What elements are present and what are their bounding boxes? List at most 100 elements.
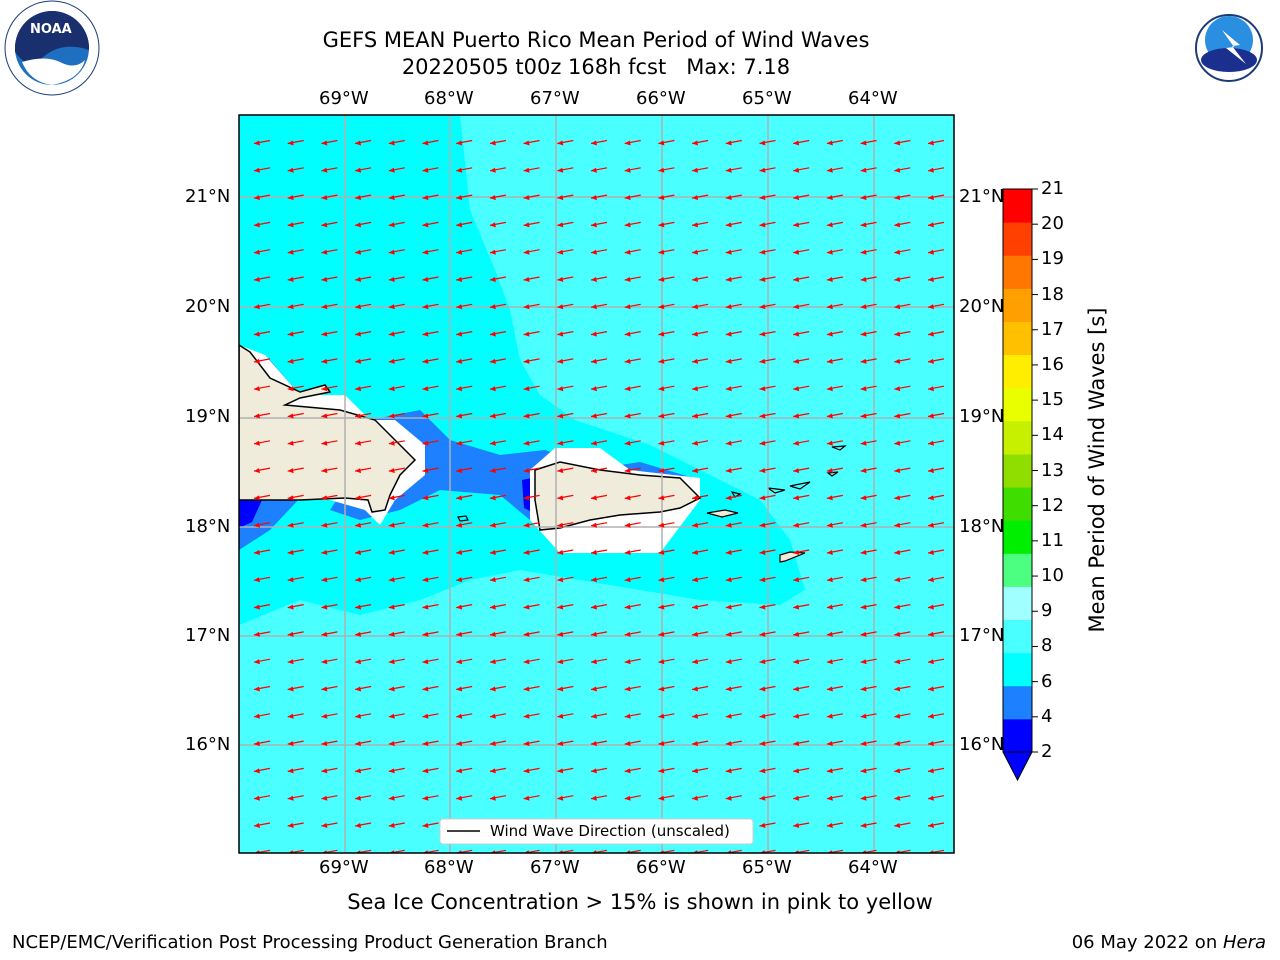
wind-arrow-head bbox=[321, 522, 328, 528]
lon-label-top-67w: 67°W bbox=[530, 88, 580, 109]
wind-arrow-head bbox=[456, 167, 463, 173]
wind-arrow-head bbox=[355, 550, 362, 555]
wind-arrow-head bbox=[287, 768, 294, 774]
wind-arrow-head bbox=[254, 140, 260, 146]
wind-arrow-head bbox=[826, 631, 833, 637]
wind-arrow-head bbox=[725, 468, 732, 474]
wind-arrow-head bbox=[692, 713, 699, 719]
wind-arrow-head bbox=[422, 823, 429, 828]
wind-arrow-head bbox=[557, 277, 564, 282]
wind-arrow-head bbox=[759, 495, 766, 501]
footer-date: 06 May 2022 on Hera bbox=[1072, 932, 1266, 953]
wind-arrow-head bbox=[860, 495, 867, 501]
wind-arrow-head bbox=[254, 222, 260, 228]
wind-wave-arrows bbox=[253, 139, 945, 853]
wind-arrow-head bbox=[254, 468, 260, 474]
wind-arrow-head bbox=[254, 522, 260, 528]
wind-arrow-head bbox=[658, 304, 665, 310]
wind-arrow-head bbox=[388, 550, 395, 555]
wind-arrow-head bbox=[321, 768, 328, 774]
colorbar-segment bbox=[1003, 255, 1032, 289]
wind-arrow-head bbox=[456, 577, 463, 583]
wind-arrow-head bbox=[287, 795, 294, 801]
wind-arrow-head bbox=[894, 331, 901, 337]
wind-arrow-head bbox=[894, 823, 901, 828]
wind-arrow-head bbox=[591, 550, 597, 555]
colorbar-tick-label: 4 bbox=[1041, 705, 1053, 727]
wind-arrow-head bbox=[860, 331, 867, 337]
wind-arrow-head bbox=[692, 249, 699, 255]
wind-arrow-head bbox=[557, 195, 564, 201]
wind-arrow-head bbox=[759, 195, 766, 201]
wind-arrow-head bbox=[254, 358, 260, 364]
wind-arrow-head bbox=[489, 522, 496, 528]
wind-arrow-head bbox=[523, 713, 530, 719]
wind-arrow-head bbox=[557, 550, 564, 555]
wind-arrow-head bbox=[388, 440, 395, 446]
wind-arrow-head bbox=[658, 222, 665, 228]
wind-arrow-head bbox=[759, 468, 766, 474]
wind-arrow-head bbox=[287, 686, 294, 692]
wind-arrow-head bbox=[321, 659, 328, 665]
wind-arrow-head bbox=[692, 741, 699, 747]
wind-arrow-head bbox=[759, 713, 766, 719]
wind-arrow-head bbox=[591, 686, 597, 692]
wind-arrow-head bbox=[591, 741, 597, 747]
wind-arrow-head bbox=[355, 167, 362, 173]
wind-arrow-head bbox=[725, 222, 732, 228]
wind-arrow-head bbox=[388, 249, 395, 255]
wind-arrow-head bbox=[692, 140, 699, 146]
wind-arrow-head bbox=[793, 222, 800, 228]
wind-arrow-head bbox=[591, 768, 597, 774]
wind-arrow-head bbox=[793, 659, 800, 665]
wind-arrow-head bbox=[523, 277, 530, 282]
wind-arrow-head bbox=[287, 195, 294, 201]
wind-arrow-head bbox=[860, 304, 867, 310]
wind-arrow-head bbox=[759, 522, 766, 528]
wind-arrow-head bbox=[928, 741, 934, 747]
wind-arrow-head bbox=[523, 768, 530, 774]
lat-label-left-16n: 16°N bbox=[185, 734, 231, 755]
wind-arrow-head bbox=[557, 795, 564, 801]
wind-arrow-head bbox=[557, 222, 564, 228]
wind-arrow-head bbox=[793, 577, 800, 583]
wind-arrow-head bbox=[692, 195, 699, 201]
wind-arrow-head bbox=[456, 249, 463, 255]
wind-arrow-head bbox=[321, 222, 328, 228]
wind-arrow-head bbox=[759, 222, 766, 228]
wind-arrow-head bbox=[489, 795, 496, 801]
wind-arrow-head bbox=[624, 140, 631, 146]
colorbar-segment bbox=[1003, 288, 1032, 322]
wind-arrow-head bbox=[422, 522, 429, 528]
colorbar-tick-label: 12 bbox=[1041, 494, 1064, 516]
wind-arrow-head bbox=[489, 686, 496, 692]
wind-arrow-head bbox=[928, 331, 934, 337]
wind-arrow-head bbox=[692, 495, 699, 501]
colorbar-tick-label: 11 bbox=[1041, 529, 1064, 551]
wind-arrow-head bbox=[355, 468, 362, 474]
wind-arrow-head bbox=[826, 604, 833, 610]
wind-arrow-head bbox=[388, 386, 395, 392]
colorbar bbox=[1002, 188, 1038, 782]
wind-arrow-head bbox=[388, 358, 395, 364]
wind-arrow-head bbox=[254, 331, 260, 337]
wind-arrow-head bbox=[422, 222, 429, 228]
wind-arrow-head bbox=[254, 249, 260, 255]
wind-arrow-head bbox=[860, 167, 867, 173]
wind-arrow-head bbox=[489, 195, 496, 201]
wind-arrow-head bbox=[321, 741, 328, 747]
colorbar-segment bbox=[1003, 420, 1032, 455]
wind-arrow-head bbox=[692, 550, 699, 555]
wind-arrow-head bbox=[928, 550, 934, 555]
wind-arrow-head bbox=[658, 277, 665, 282]
wind-arrow-head bbox=[692, 304, 699, 310]
wind-arrow-head bbox=[489, 140, 496, 146]
wind-arrow-head bbox=[388, 713, 395, 719]
wind-arrow-head bbox=[456, 604, 463, 610]
wind-arrow-head bbox=[826, 659, 833, 665]
wind-arrow-head bbox=[489, 495, 496, 501]
wind-arrow-head bbox=[456, 195, 463, 201]
lon-label-bottom-64w: 64°W bbox=[848, 857, 898, 878]
wind-arrow-head bbox=[793, 686, 800, 692]
lat-label-right-18n: 18°N bbox=[959, 516, 1005, 537]
